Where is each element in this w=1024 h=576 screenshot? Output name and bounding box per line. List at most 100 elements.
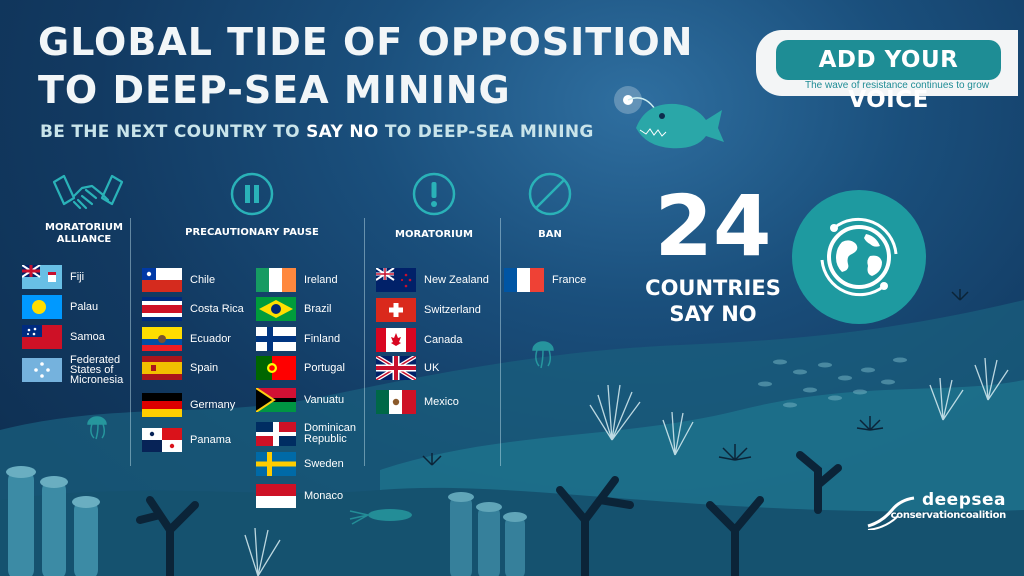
globe-icon xyxy=(820,217,898,297)
country-label: Fiji xyxy=(70,270,85,283)
monaco-flag-icon xyxy=(256,484,296,508)
country-costa-rica: Costa Rica xyxy=(142,297,244,321)
count-label-line-1: COUNTRIES xyxy=(645,276,781,300)
country-chile: Chile xyxy=(142,268,215,292)
costa-rica-flag-icon xyxy=(142,297,182,321)
country-brazil: Brazil xyxy=(256,297,332,321)
logo-line-2: conservationcoalition xyxy=(890,510,1007,521)
finland-flag-icon xyxy=(256,327,296,351)
heading-moratorium: MORATORIUM xyxy=(395,229,473,240)
column-divider xyxy=(364,218,365,466)
country-spain: Spain xyxy=(142,356,218,380)
heading-moratorium-alliance: MORATORIUM ALLIANCE xyxy=(34,222,134,246)
pause-icon xyxy=(230,172,274,216)
country-panama: Panama xyxy=(142,428,231,452)
country-ecuador: Ecuador xyxy=(142,327,231,351)
country-label: Ecuador xyxy=(190,332,231,345)
country-label: Panama xyxy=(190,433,231,446)
title-line-1: GLOBAL TIDE OF OPPOSITION xyxy=(38,20,694,64)
deepsea-coalition-logo: deepsea conservationcoalition xyxy=(866,490,1006,530)
country-label-micronesia: Federated States of Micronesia xyxy=(70,354,124,386)
portugal-flag-icon xyxy=(256,356,296,380)
france-flag-icon xyxy=(504,268,544,292)
vanuatu-flag-icon xyxy=(256,388,296,412)
country-mexico: Mexico xyxy=(376,390,459,414)
heading-precautionary-pause: PRECAUTIONARY PAUSE xyxy=(185,227,319,238)
country-germany: Germany xyxy=(142,393,235,417)
uk-flag-icon xyxy=(376,356,416,380)
heading-alliance-line-2: ALLIANCE xyxy=(56,234,112,245)
country-label: Sweden xyxy=(304,457,344,470)
country-sweden: Sweden xyxy=(256,452,344,476)
country-uk: UK xyxy=(376,356,439,380)
country-label: Costa Rica xyxy=(190,302,244,315)
country-fiji: Fiji xyxy=(22,265,84,289)
country-label-line: Federated xyxy=(70,354,121,366)
column-divider xyxy=(500,218,501,466)
panama-flag-icon xyxy=(142,428,182,452)
tube-sponge-icon xyxy=(6,466,100,576)
country-label: Monaco xyxy=(304,489,344,502)
subtitle-before: BE THE NEXT COUNTRY TO xyxy=(40,122,307,142)
country-label: Ireland xyxy=(304,273,338,286)
sweden-flag-icon xyxy=(256,452,296,476)
country-label: Brazil xyxy=(304,302,332,315)
country-label-line: States of xyxy=(70,364,114,376)
country-label: Mexico xyxy=(424,395,459,408)
country-label: New Zealand xyxy=(424,273,489,286)
country-samoa: Samoa xyxy=(22,325,105,349)
globe-badge xyxy=(792,190,926,324)
country-canada: Canada xyxy=(376,328,463,352)
country-label: UK xyxy=(424,361,440,374)
chile-flag-icon xyxy=(142,268,182,292)
country-finland: Finland xyxy=(256,327,340,351)
country-label: Canada xyxy=(424,333,463,346)
palau-flag-icon xyxy=(22,295,62,319)
country-label-line: Micronesia xyxy=(70,374,124,386)
country-ireland: Ireland xyxy=(256,268,338,292)
add-voice-panel: ADD YOUR VOICE The wave of resistance co… xyxy=(756,30,1018,113)
brazil-flag-icon xyxy=(256,297,296,321)
country-micronesia: Federated States of Micronesia xyxy=(22,354,124,386)
subtitle: BE THE NEXT COUNTRY TO SAY NO TO DEEP-SE… xyxy=(40,122,594,142)
country-count: 24 xyxy=(654,177,772,275)
country-france: France xyxy=(504,268,586,292)
country-monaco: Monaco xyxy=(256,484,343,508)
country-portugal: Portugal xyxy=(256,356,345,380)
ecuador-flag-icon xyxy=(142,327,182,351)
country-label: Chile xyxy=(190,273,216,286)
ireland-flag-icon xyxy=(256,268,296,292)
switzerland-flag-icon xyxy=(376,298,416,322)
spain-flag-icon xyxy=(142,356,182,380)
country-label: Palau xyxy=(70,300,99,313)
country-label: Samoa xyxy=(70,330,105,343)
add-voice-button[interactable]: ADD YOUR VOICE xyxy=(776,40,1001,113)
column-divider xyxy=(130,218,131,466)
handshake-icon xyxy=(52,174,124,210)
title-line-2: TO DEEP-SEA MINING xyxy=(38,68,511,112)
country-label: Switzerland xyxy=(424,303,481,316)
anglerfish-icon xyxy=(614,86,724,149)
count-label-line-2: SAY NO xyxy=(669,302,757,326)
heading-ban: BAN xyxy=(538,229,562,240)
new-zealand-flag-icon xyxy=(376,268,416,292)
country-label: Finland xyxy=(304,332,341,345)
country-palau: Palau xyxy=(22,295,98,319)
heading-alliance-line-1: MORATORIUM xyxy=(45,222,123,233)
country-label-line: Dominican xyxy=(304,422,356,434)
country-label: Vanuatu xyxy=(304,393,345,406)
country-label: Portugal xyxy=(304,361,345,374)
logo-line-1: deepsea xyxy=(921,490,1006,510)
fiji-flag-icon xyxy=(22,265,62,289)
country-vanuatu: Vanuatu xyxy=(256,388,344,412)
wave-logo-icon xyxy=(867,496,915,530)
canada-flag-icon xyxy=(376,328,416,352)
page-title: GLOBAL TIDE OF OPPOSITION TO DEEP-SEA MI… xyxy=(38,18,693,114)
exclamation-icon xyxy=(412,172,456,216)
dominican-republic-flag-icon xyxy=(256,422,296,446)
country-label-dominican: Dominican Republic xyxy=(304,423,356,445)
country-dominican-republic: Dominican Republic xyxy=(256,422,356,446)
prohibited-icon xyxy=(528,172,572,216)
country-label: Spain xyxy=(190,361,219,374)
